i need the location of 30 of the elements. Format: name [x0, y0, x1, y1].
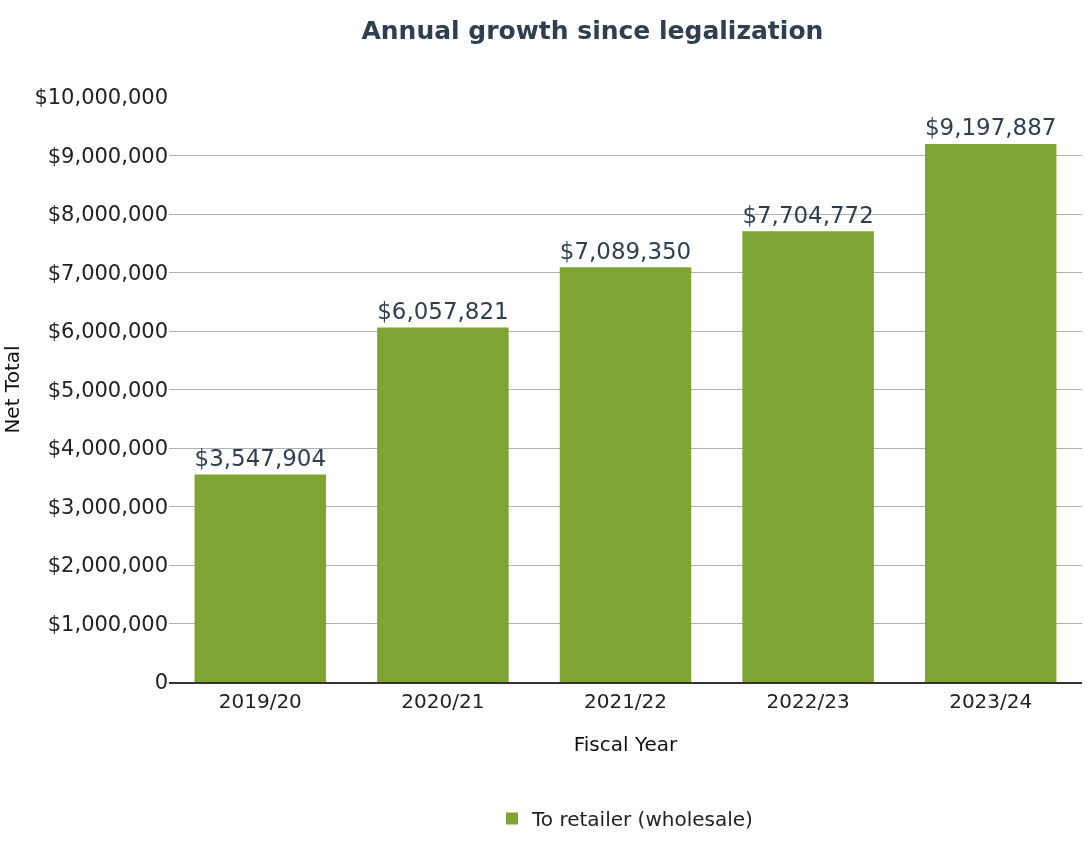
data-label: $6,057,821: [377, 297, 509, 324]
y-tick-label: $5,000,000: [47, 377, 168, 402]
y-tick-label: $3,000,000: [47, 494, 168, 519]
y-tick-label: $8,000,000: [47, 202, 168, 227]
y-tick-label: $10,000,000: [34, 85, 168, 110]
x-tick-label: 2022/23: [766, 688, 850, 713]
y-tick-label: $6,000,000: [47, 319, 168, 344]
y-tick-label: $2,000,000: [47, 553, 168, 578]
data-label: $7,089,350: [559, 237, 692, 264]
data-label: $9,197,887: [924, 114, 1057, 141]
x-tick-label: 2019/20: [218, 688, 302, 713]
x-tick-label: 2021/22: [583, 688, 668, 713]
y-tick-label: $9,000,000: [47, 143, 168, 168]
x-tick-label: 2020/21: [401, 688, 485, 713]
chart-title: Annual growth since legalization: [361, 15, 824, 45]
legend-label: To retailer (wholesale): [531, 807, 753, 832]
x-axis-title: Fiscal Year: [573, 731, 679, 756]
x-tick-label: 2023/24: [949, 688, 1033, 713]
data-label: $3,547,904: [194, 444, 327, 471]
bar: [377, 327, 509, 682]
bar: [924, 143, 1057, 682]
bar: [194, 474, 327, 682]
data-label: $7,704,772: [742, 201, 874, 228]
y-axis-title: Net Total: [0, 345, 24, 434]
bar: [742, 231, 874, 682]
y-tick-label: $4,000,000: [47, 436, 168, 461]
bar: [559, 267, 692, 682]
y-tick-label: 0: [154, 670, 168, 695]
y-tick-label: $7,000,000: [47, 260, 168, 285]
y-tick-label: $1,000,000: [47, 611, 168, 636]
